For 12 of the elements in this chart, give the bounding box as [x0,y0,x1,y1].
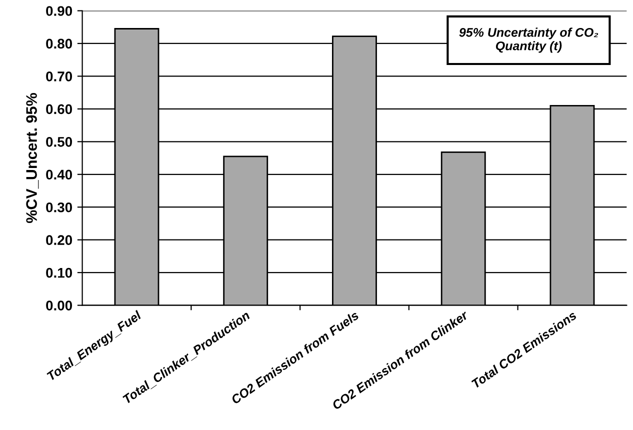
y-tick-label: 0.80 [46,38,72,49]
y-tick-label: 0.60 [46,104,72,114]
y-tick-label: 0.90 [46,6,72,16]
y-tick-label: 0.30 [46,202,72,212]
annotation: 95% Uncertainty of CO₂ Quantity (t) [459,28,598,53]
y-axis-title: %CV_Uncert. 95% [26,93,39,224]
y-tick-label: 0.50 [46,136,72,147]
y-tick-label: 0.70 [46,72,72,82]
y-tick-label: 0.40 [46,170,72,180]
y-tick-label: 0.10 [46,268,72,278]
y-tick-label: 0.00 [46,300,72,310]
y-tick-label: 0.20 [46,235,72,246]
